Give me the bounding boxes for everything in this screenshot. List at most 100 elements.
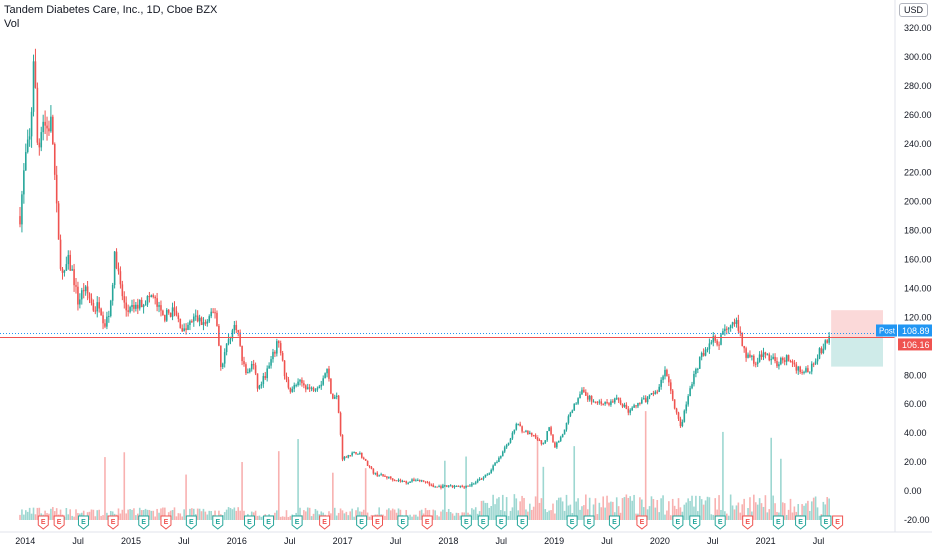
volume-bar <box>683 504 686 520</box>
x-tick-label: 2014 <box>15 536 35 546</box>
volume-bar <box>650 496 653 520</box>
earnings-marker[interactable]: E <box>672 515 684 530</box>
volume-bar <box>517 510 520 520</box>
candle-body <box>73 269 75 286</box>
earnings-marker[interactable]: E <box>37 515 49 530</box>
candle-body <box>569 412 572 417</box>
earnings-marker[interactable]: E <box>397 515 409 530</box>
candle-body <box>171 307 174 317</box>
candle-body <box>214 312 216 314</box>
earnings-marker[interactable]: E <box>832 515 844 530</box>
candle-body <box>716 340 718 345</box>
earnings-marker[interactable]: E <box>477 515 489 530</box>
volume-bar <box>349 511 352 520</box>
volume-bar <box>473 509 475 520</box>
earnings-marker[interactable]: E <box>244 515 256 530</box>
earnings-marker[interactable]: E <box>356 515 368 530</box>
earnings-marker[interactable]: E <box>185 515 197 530</box>
candle-body <box>612 401 614 403</box>
volume-bar <box>299 507 301 520</box>
candle-body <box>801 372 803 374</box>
candle-body <box>693 373 695 385</box>
candle-body <box>345 456 348 458</box>
candle-body <box>677 412 680 419</box>
volume-bar <box>129 509 131 520</box>
earnings-marker[interactable]: E <box>795 515 807 530</box>
volume-bar <box>764 495 767 520</box>
earnings-marker[interactable]: E <box>460 515 472 530</box>
candle-body <box>115 251 118 269</box>
earnings-badge <box>160 515 172 530</box>
candle-body <box>710 342 713 344</box>
candle-body <box>702 353 705 356</box>
volume-bar <box>642 507 645 520</box>
volume-bar <box>668 501 670 520</box>
volume-bar <box>152 510 155 520</box>
candle-body <box>38 142 41 148</box>
y-tick-label: 220.00 <box>904 168 932 178</box>
earnings-marker[interactable]: E <box>212 515 224 530</box>
earnings-marker[interactable]: E <box>516 515 528 530</box>
volume-bar <box>67 514 70 520</box>
candle-body <box>592 401 595 403</box>
earnings-marker[interactable]: E <box>53 515 65 530</box>
candle-body <box>720 334 722 345</box>
volume-legend: Vol <box>4 18 20 30</box>
earnings-marker[interactable]: E <box>107 515 119 530</box>
candle-body <box>127 310 129 312</box>
earnings-marker[interactable]: E <box>820 515 832 530</box>
candle-body <box>237 330 240 333</box>
volume-bar <box>596 514 599 520</box>
earnings-marker[interactable]: E <box>495 515 507 530</box>
earnings-label: E <box>640 519 645 526</box>
volume-bar <box>94 516 97 520</box>
earnings-marker[interactable]: E <box>608 515 620 530</box>
earnings-marker[interactable]: E <box>742 515 754 530</box>
earnings-marker[interactable]: E <box>772 515 784 530</box>
candle-body <box>492 465 494 470</box>
volume-bar <box>388 508 390 520</box>
earnings-marker[interactable]: E <box>372 515 383 530</box>
earnings-label: E <box>776 519 781 526</box>
earnings-marker[interactable]: E <box>714 515 726 530</box>
volume-bar <box>432 509 435 520</box>
earnings-marker[interactable]: E <box>263 515 275 530</box>
earnings-label: E <box>266 519 271 526</box>
candle-body <box>509 438 512 443</box>
y-tick-label: 300.00 <box>904 52 932 62</box>
candle-body <box>332 393 334 399</box>
earnings-label: E <box>676 519 681 526</box>
candle-body <box>196 315 199 322</box>
volume-bar <box>415 514 417 520</box>
candle-body <box>600 401 603 404</box>
earnings-marker[interactable]: E <box>421 515 433 530</box>
earnings-marker[interactable]: E <box>160 515 172 530</box>
volume-bar <box>26 511 29 520</box>
currency-badge[interactable]: USD <box>898 3 928 17</box>
candle-body <box>391 478 394 481</box>
volume-bar <box>241 462 243 520</box>
post-tag-bg <box>876 324 897 337</box>
volume-bar <box>712 514 715 520</box>
earnings-marker[interactable]: E <box>291 515 303 530</box>
earnings-marker[interactable]: E <box>689 515 701 530</box>
volume-bar <box>148 509 151 520</box>
candle-body <box>639 402 641 404</box>
volume-bar <box>706 496 709 520</box>
earnings-marker[interactable]: E <box>583 515 595 530</box>
earnings-marker[interactable]: E <box>319 515 331 530</box>
earnings-marker[interactable]: E <box>636 515 648 530</box>
candle-body <box>202 322 205 325</box>
volume-bar <box>449 512 452 520</box>
candle-body <box>772 356 774 359</box>
earnings-marker[interactable]: E <box>77 515 89 530</box>
candle-body <box>138 300 141 309</box>
earnings-marker[interactable]: E <box>138 515 150 530</box>
volume-bar <box>718 495 720 520</box>
earnings-marker[interactable]: E <box>566 515 578 530</box>
candle-body <box>79 299 81 305</box>
x-tick-label: Jul <box>495 536 507 546</box>
earnings-badge <box>795 515 807 530</box>
earnings-badge <box>820 515 832 530</box>
